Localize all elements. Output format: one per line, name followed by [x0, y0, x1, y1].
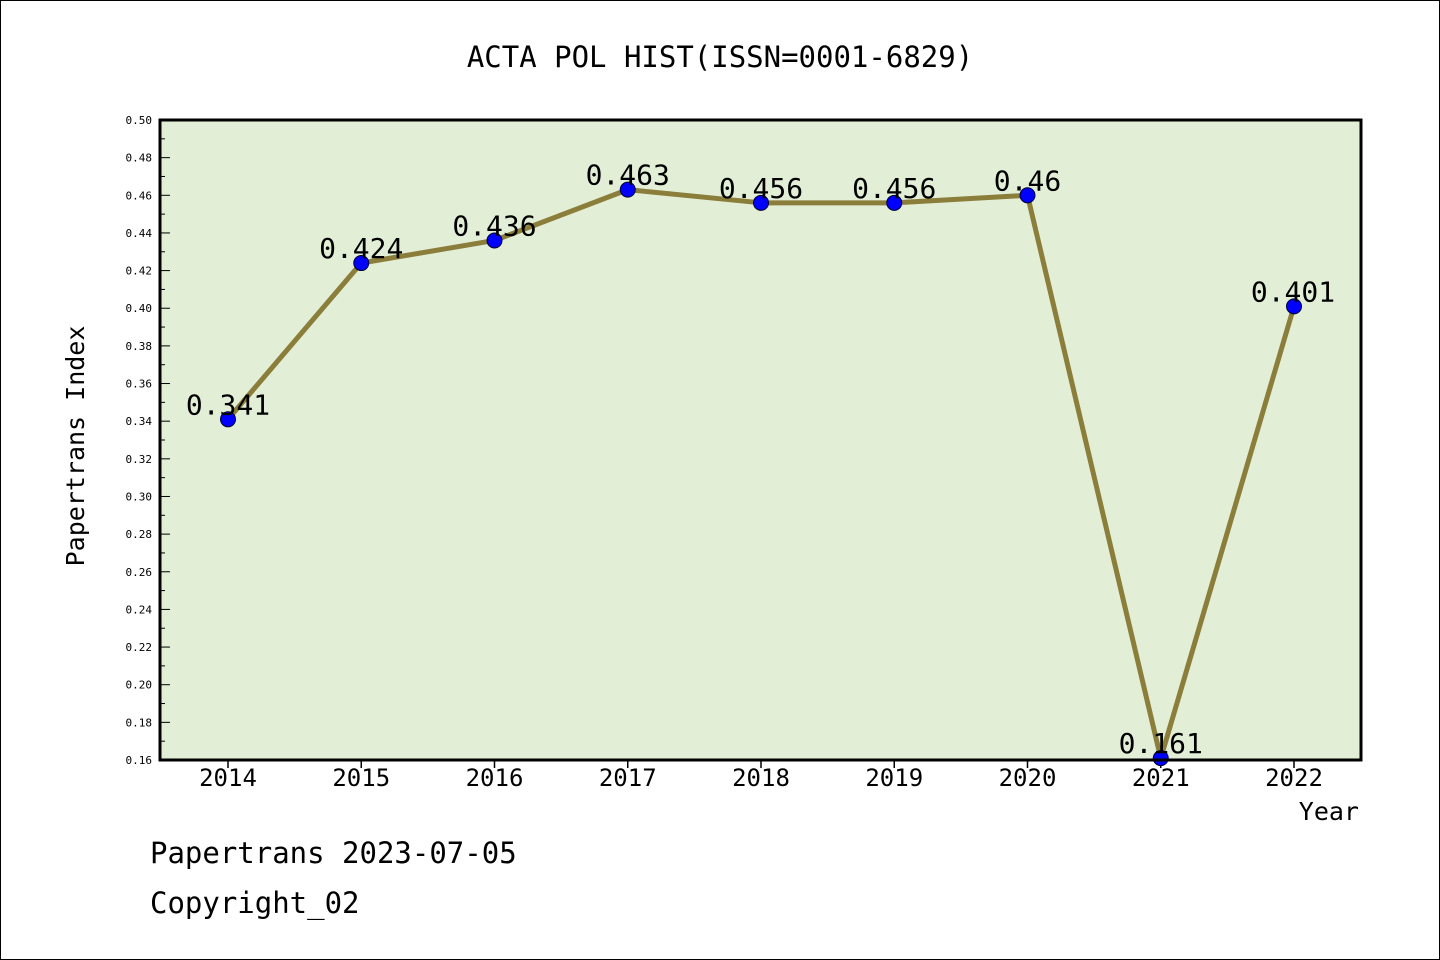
chart-title: ACTA POL HIST(ISSN=0001-6829) — [467, 40, 973, 74]
x-tick-label: 2020 — [999, 764, 1057, 792]
data-point — [753, 194, 769, 211]
plot-area — [160, 120, 1361, 760]
data-labels: 0.341 0.424 0.436 0.463 0.456 0.456 0.46 0.161 0… — [186, 159, 1335, 760]
y-tick-label: 0.26 — [126, 566, 153, 579]
y-tick-label: 0.36 — [126, 378, 153, 391]
data-label: 0.456 — [852, 172, 936, 205]
x-axis: 2014 2015 2016 2017 2018 2019 2020 2021 2022 — [199, 760, 1323, 792]
x-axis-label: Year — [1299, 797, 1359, 826]
y-tick-label: 0.48 — [126, 152, 153, 165]
y-tick-label: 0.34 — [126, 415, 153, 428]
x-tick-label: 2014 — [199, 764, 257, 792]
data-label: 0.436 — [452, 209, 536, 242]
y-tick-label: 0.24 — [126, 603, 153, 616]
x-tick-label: 2021 — [1132, 764, 1190, 792]
y-tick-label: 0.46 — [126, 189, 153, 202]
y-tick-label: 0.20 — [126, 679, 153, 692]
y-tick-label: 0.28 — [126, 528, 153, 541]
data-point — [486, 232, 503, 249]
data-point — [1019, 187, 1036, 204]
y-tick-label: 0.16 — [126, 754, 153, 767]
y-tick-label: 0.18 — [126, 716, 153, 729]
data-point — [353, 255, 370, 272]
data-label: 0.456 — [719, 172, 803, 205]
y-tick-label: 0.50 — [126, 114, 153, 127]
plot-border — [158, 118, 1363, 762]
data-label: 0.161 — [1119, 727, 1203, 760]
data-point — [1286, 298, 1302, 315]
y-tick-label: 0.22 — [126, 641, 153, 654]
data-label: 0.401 — [1251, 275, 1335, 308]
series-group — [220, 181, 1302, 767]
y-tick-label: 0.40 — [126, 302, 153, 315]
y-tick-label: 0.42 — [126, 265, 153, 278]
data-label: 0.46 — [994, 164, 1061, 197]
y-tick-label: 0.32 — [126, 453, 153, 466]
data-label: 0.463 — [586, 159, 670, 192]
data-point — [886, 194, 903, 211]
data-label: 0.424 — [319, 232, 403, 265]
x-tick-label: 2018 — [732, 764, 790, 792]
x-tick-label: 2022 — [1265, 764, 1323, 792]
x-tick-label: 2015 — [332, 764, 390, 792]
data-point — [619, 181, 636, 198]
x-tick-label: 2016 — [466, 764, 524, 792]
y-tick-label: 0.44 — [126, 227, 153, 240]
x-tick-label: 2017 — [599, 764, 657, 792]
x-tick-label: 2019 — [865, 764, 923, 792]
y-axis-label: Papertrans Index — [61, 326, 90, 567]
footer-date: Papertrans 2023-07-05 — [150, 836, 517, 870]
y-axis: 0.16 0.18 0.20 0.22 0.24 0.26 0.28 0.30 0.32 0.34… — [126, 114, 170, 767]
y-tick-label: 0.30 — [126, 490, 153, 503]
footer-copyright: Copyright_02 — [150, 886, 360, 920]
data-point — [1152, 750, 1169, 767]
data-point — [220, 411, 236, 428]
data-label: 0.341 — [186, 388, 270, 421]
y-tick-label: 0.38 — [126, 340, 153, 353]
